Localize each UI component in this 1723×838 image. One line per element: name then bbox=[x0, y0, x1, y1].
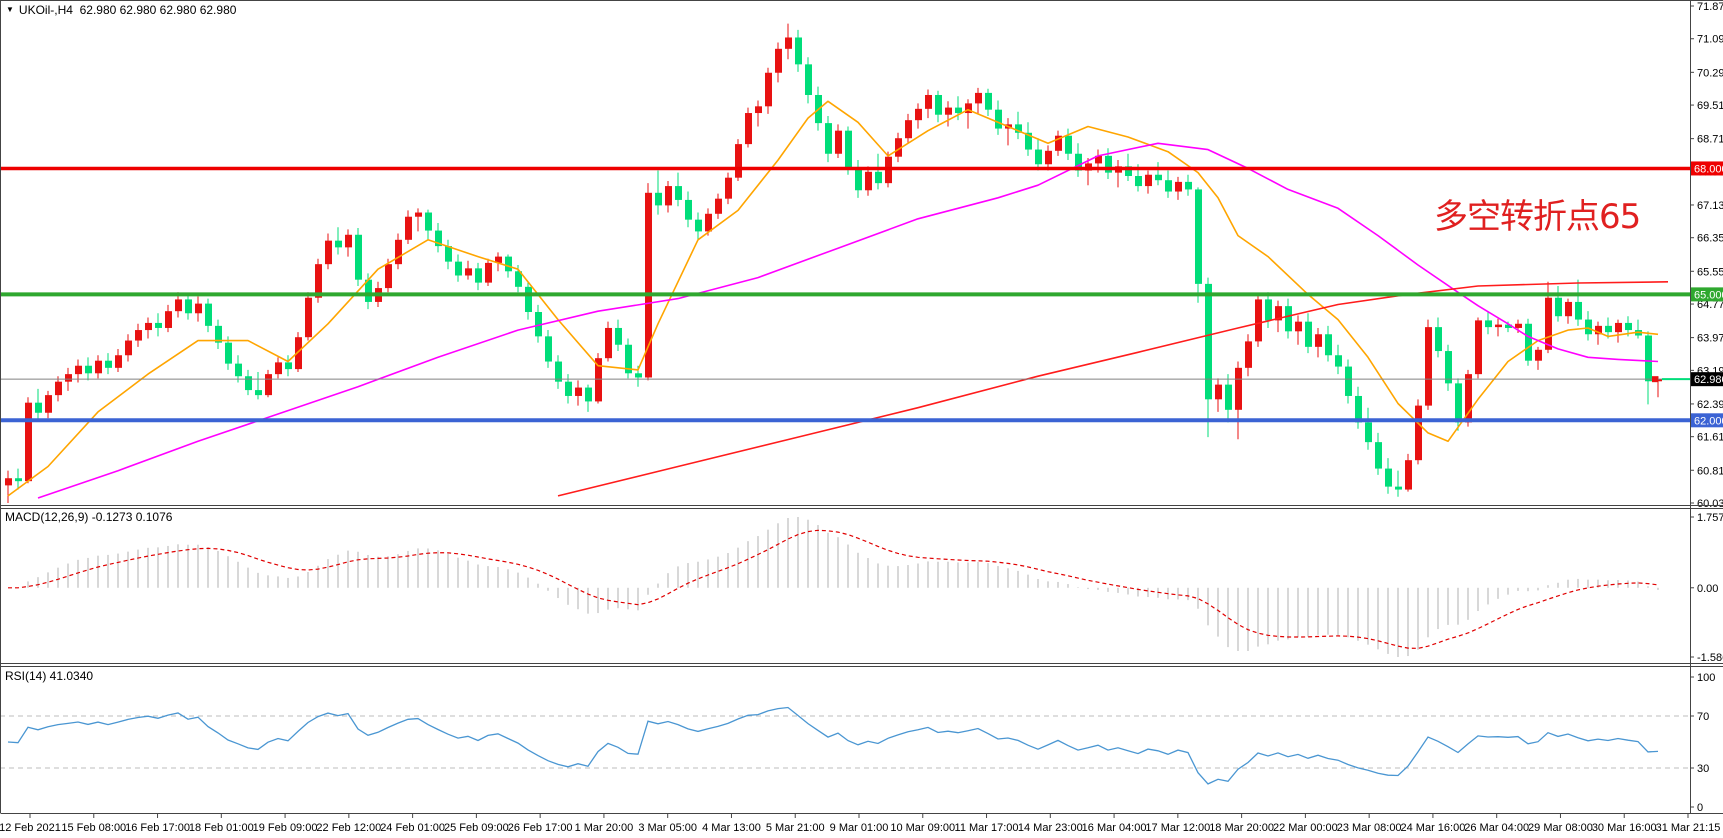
svg-text:23 Mar 08:00: 23 Mar 08:00 bbox=[1337, 822, 1402, 834]
ma-slow-line bbox=[557, 281, 1669, 497]
svg-text:0.00: 0.00 bbox=[1697, 583, 1718, 595]
svg-text:22 Feb 12:00: 22 Feb 12:00 bbox=[316, 822, 381, 834]
svg-text:16 Mar 04:00: 16 Mar 04:00 bbox=[1082, 822, 1147, 834]
price-axis[interactable]: 71.87071.09070.29069.51068.71067.93067.1… bbox=[1690, 1, 1723, 510]
svg-text:11 Mar 17:00: 11 Mar 17:00 bbox=[955, 822, 1019, 834]
svg-text:1.7579: 1.7579 bbox=[1697, 512, 1723, 524]
svg-text:29 Mar 08:00: 29 Mar 08:00 bbox=[1528, 822, 1593, 834]
macd-axis[interactable]: 1.7579 0.00 -1.5867 bbox=[1690, 512, 1723, 664]
svg-text:15 Feb 08:00: 15 Feb 08:00 bbox=[61, 822, 126, 834]
svg-text:63.970: 63.970 bbox=[1697, 333, 1723, 345]
svg-text:70: 70 bbox=[1697, 711, 1709, 723]
svg-text:16 Feb 17:00: 16 Feb 17:00 bbox=[125, 822, 190, 834]
svg-text:60.810: 60.810 bbox=[1697, 465, 1723, 477]
svg-text:12 Feb 2021: 12 Feb 2021 bbox=[0, 822, 61, 834]
svg-text:24 Mar 16:00: 24 Mar 16:00 bbox=[1401, 822, 1466, 834]
svg-text:68.710: 68.710 bbox=[1697, 134, 1723, 146]
svg-text:14 Mar 23:00: 14 Mar 23:00 bbox=[1018, 822, 1083, 834]
svg-text:18 Feb 01:00: 18 Feb 01:00 bbox=[189, 822, 254, 834]
svg-text:24 Feb 01:00: 24 Feb 01:00 bbox=[380, 822, 445, 834]
svg-text:26 Mar 04:00: 26 Mar 04:00 bbox=[1464, 822, 1529, 834]
svg-text:-1.5867: -1.5867 bbox=[1697, 652, 1723, 664]
macd-indicator-label: MACD(12,26,9) -0.1273 0.1076 bbox=[5, 510, 173, 524]
svg-text:17 Mar 12:00: 17 Mar 12:00 bbox=[1145, 822, 1210, 834]
svg-text:30 Mar 16:00: 30 Mar 16:00 bbox=[1592, 822, 1657, 834]
svg-text:100: 100 bbox=[1697, 672, 1715, 684]
panel-borders bbox=[0, 0, 1723, 814]
svg-text:1 Mar 20:00: 1 Mar 20:00 bbox=[575, 822, 634, 834]
svg-text:60.030: 60.030 bbox=[1697, 498, 1723, 510]
moving-averages-layer bbox=[7, 100, 1669, 499]
candles-layer[interactable] bbox=[5, 23, 1662, 503]
svg-text:65.000: 65.000 bbox=[1694, 289, 1723, 301]
svg-text:66.350: 66.350 bbox=[1697, 233, 1723, 245]
rsi-panel-layer[interactable] bbox=[0, 706, 1690, 785]
svg-text:71.090: 71.090 bbox=[1697, 34, 1723, 46]
svg-text:25 Feb 09:00: 25 Feb 09:00 bbox=[444, 822, 509, 834]
svg-text:68.000: 68.000 bbox=[1694, 163, 1723, 175]
svg-text:65.550: 65.550 bbox=[1697, 266, 1723, 278]
rsi-axis[interactable]: 100 70 30 0 bbox=[1690, 672, 1715, 814]
svg-text:0: 0 bbox=[1697, 802, 1703, 814]
svg-text:30: 30 bbox=[1697, 763, 1709, 775]
svg-text:18 Mar 20:00: 18 Mar 20:00 bbox=[1209, 822, 1274, 834]
ma-fast-line bbox=[7, 100, 1659, 497]
svg-text:67.130: 67.130 bbox=[1697, 200, 1723, 212]
svg-text:19 Feb 09:00: 19 Feb 09:00 bbox=[253, 822, 318, 834]
rsi-indicator-label: RSI(14) 41.0340 bbox=[5, 669, 94, 683]
chart-text-annotation: 多空转折点65 bbox=[1434, 197, 1641, 237]
ma-mid-line bbox=[37, 142, 1659, 499]
svg-text:26 Feb 17:00: 26 Feb 17:00 bbox=[508, 822, 573, 834]
svg-text:71.870: 71.870 bbox=[1697, 1, 1723, 13]
symbol-info-bar: ▼ UKOil-,H4 62.980 62.980 62.980 62.980 bbox=[6, 3, 236, 17]
svg-text:22 Mar 00:00: 22 Mar 00:00 bbox=[1273, 822, 1338, 834]
svg-text:64.770: 64.770 bbox=[1697, 299, 1723, 311]
horizontal-lines-layer[interactable]: 68.000 65.000 62.000 62.980 bbox=[0, 161, 1723, 428]
svg-text:3 Mar 05:00: 3 Mar 05:00 bbox=[638, 822, 697, 834]
svg-text:69.510: 69.510 bbox=[1697, 100, 1723, 112]
svg-text:4 Mar 13:00: 4 Mar 13:00 bbox=[702, 822, 761, 834]
svg-text:61.610: 61.610 bbox=[1697, 432, 1723, 444]
collapse-chart-icon[interactable]: ▼ bbox=[6, 5, 14, 14]
svg-text:62.980: 62.980 bbox=[1694, 374, 1723, 386]
macd-panel-layer[interactable] bbox=[8, 517, 1659, 657]
symbol-ohlc-label: UKOil-,H4 62.980 62.980 62.980 62.980 bbox=[18, 3, 237, 17]
svg-text:10 Mar 09:00: 10 Mar 09:00 bbox=[890, 822, 955, 834]
svg-text:70.290: 70.290 bbox=[1697, 67, 1723, 79]
svg-text:31 Mar 21:15: 31 Mar 21:15 bbox=[1656, 822, 1721, 834]
svg-text:62.390: 62.390 bbox=[1697, 399, 1723, 411]
svg-text:5 Mar 21:00: 5 Mar 21:00 bbox=[766, 822, 825, 834]
svg-text:9 Mar 01:00: 9 Mar 01:00 bbox=[830, 822, 889, 834]
svg-text:62.000: 62.000 bbox=[1694, 415, 1723, 427]
